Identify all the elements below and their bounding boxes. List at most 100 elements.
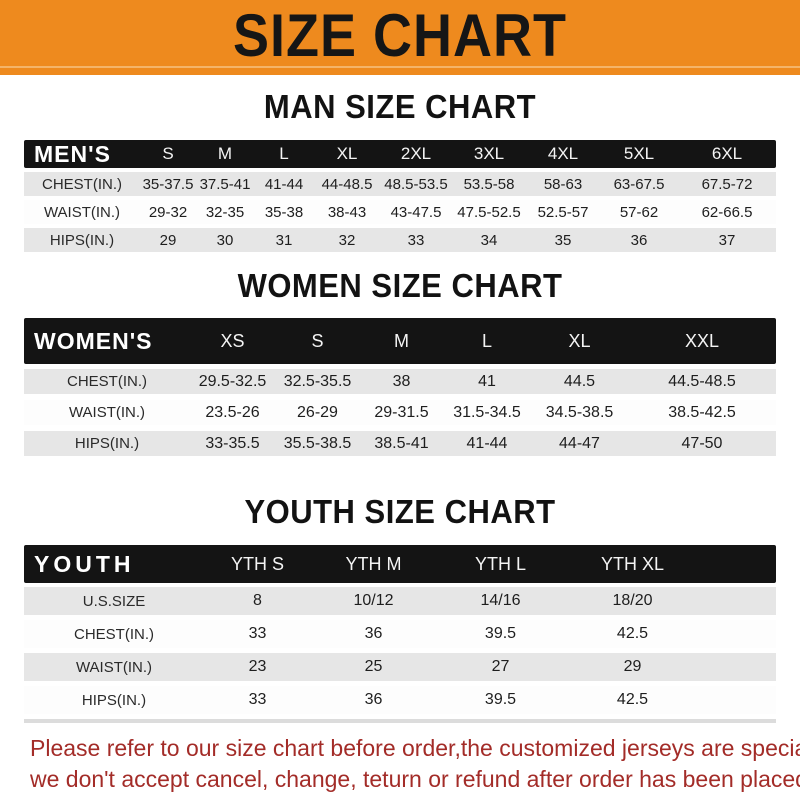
value-cell: 47-50 xyxy=(681,434,723,452)
women-section-heading: WOMEN SIZE CHART xyxy=(237,266,563,305)
men-section-heading: MAN SIZE CHART xyxy=(263,87,537,126)
value-cell: 29 xyxy=(623,658,642,675)
value-cell: 35-37.5 xyxy=(142,175,194,193)
page-title: SIZE CHART xyxy=(233,2,567,70)
value-cell: 8 xyxy=(253,592,262,609)
row-label: HIPS(IN.) xyxy=(74,435,140,452)
value-cell: 36 xyxy=(630,231,648,249)
women-row-hipsin: HIPS(IN.) 33-35.5 35.5-38.5 38.5-41 41-44 44-… xyxy=(24,431,776,456)
value-cell: 41-44 xyxy=(264,175,304,193)
column-header: XL xyxy=(336,144,358,163)
value-cell: 62-66.5 xyxy=(701,203,753,221)
value-cell: 27 xyxy=(491,658,510,675)
column-header: M xyxy=(394,330,409,351)
column-header: 6XL xyxy=(711,144,743,163)
value-cell: 44-47 xyxy=(559,434,600,452)
value-cell: 63-67.5 xyxy=(613,175,665,193)
column-header: 2XL xyxy=(400,144,432,163)
value-cell: 47.5-52.5 xyxy=(457,203,521,221)
value-cell: 34 xyxy=(480,231,498,249)
value-cell: 41 xyxy=(478,372,496,390)
men-row-hipsin: HIPS(IN.) 29 30 31 32 33 34 35 36 37 xyxy=(24,228,776,252)
value-cell: 36 xyxy=(364,691,383,708)
youth-row-waistin: WAIST(IN.) 23 25 27 29 xyxy=(24,653,776,681)
column-header: L xyxy=(481,330,492,351)
column-header: YTH XL xyxy=(600,553,665,574)
order-notice: Please refer to our size chart before or… xyxy=(30,733,800,795)
value-cell: 38.5-42.5 xyxy=(668,403,736,421)
column-header: M xyxy=(217,144,233,163)
value-cell: 38-43 xyxy=(327,203,367,221)
value-cell: 36 xyxy=(364,625,383,642)
value-cell: 25 xyxy=(364,658,383,675)
value-cell: 37 xyxy=(718,231,736,249)
column-header: 4XL xyxy=(547,144,579,163)
value-cell: 37.5-41 xyxy=(199,175,251,193)
youth-section-heading: YOUTH SIZE CHART xyxy=(244,492,556,531)
value-cell: 43-47.5 xyxy=(390,203,442,221)
value-cell: 42.5 xyxy=(616,691,649,708)
column-header: XS xyxy=(220,330,245,351)
youth-table-title: YOUTH xyxy=(34,550,135,577)
notice-line-1: Please refer to our size chart before or… xyxy=(30,735,800,761)
value-cell: 18/20 xyxy=(612,592,653,609)
men-section: MAN SIZE CHART MEN'S S M L XL 2XL 3XL 4XL 5XL 6XL… xyxy=(0,87,800,252)
men-row-chestin: CHEST(IN.) 35-37.5 37.5-41 41-44 44-48.5 48.5… xyxy=(24,172,776,196)
column-header: 3XL xyxy=(473,144,505,163)
men-table-title: MEN'S xyxy=(34,140,111,167)
youth-row-ussize: U.S.SIZE 8 10/12 14/16 18/20 xyxy=(24,587,776,615)
value-cell: 33 xyxy=(248,691,267,708)
value-cell: 44.5-48.5 xyxy=(668,372,736,390)
women-row-chestin: CHEST(IN.) 29.5-32.5 32.5-35.5 38 41 44.5 44.5… xyxy=(24,369,776,394)
row-label: CHEST(IN.) xyxy=(42,175,122,193)
value-cell: 35.5-38.5 xyxy=(283,434,352,452)
youth-row-hipsin: HIPS(IN.) 33 36 39.5 42.5 xyxy=(24,686,776,714)
women-row-waistin: WAIST(IN.) 23.5-26 26-29 29-31.5 31.5-34.5 34… xyxy=(24,400,776,425)
value-cell: 29.5-32.5 xyxy=(198,372,267,390)
column-header: S xyxy=(311,330,324,351)
youth-table-header-row: YOUTH YTH S YTH M YTH L YTH XL xyxy=(24,545,776,583)
value-cell: 57-62 xyxy=(619,203,659,221)
row-label: CHEST(IN.) xyxy=(67,373,147,390)
value-cell: 29-32 xyxy=(148,203,188,221)
row-label: U.S.SIZE xyxy=(82,592,146,610)
row-label: CHEST(IN.) xyxy=(74,625,154,643)
column-header: YTH L xyxy=(474,553,526,574)
value-cell: 38 xyxy=(392,372,411,390)
women-size-table: WOMEN'S XS S M L XL XXL CHEST(IN.) 29.5-32.5 32.5… xyxy=(24,318,776,456)
value-cell: 30 xyxy=(216,231,234,249)
value-cell: 29-31.5 xyxy=(374,403,429,421)
women-table-header-row: WOMEN'S XS S M L XL XXL xyxy=(24,318,776,364)
row-label: HIPS(IN.) xyxy=(81,691,147,709)
row-label: WAIST(IN.) xyxy=(43,203,121,221)
men-row-waistin: WAIST(IN.) 29-32 32-35 35-38 38-43 43-47.5 47.… xyxy=(24,200,776,224)
value-cell: 52.5-57 xyxy=(537,203,589,221)
value-cell: 23 xyxy=(248,658,267,675)
value-cell: 33 xyxy=(407,231,425,249)
column-header: XXL xyxy=(684,330,720,351)
banner: SIZE CHART xyxy=(0,0,800,75)
value-cell: 32-35 xyxy=(205,203,245,221)
value-cell: 48.5-53.5 xyxy=(384,175,448,193)
banner-stripe xyxy=(0,66,800,68)
value-cell: 14/16 xyxy=(480,592,521,609)
value-cell: 33-35.5 xyxy=(205,434,260,452)
value-cell: 23.5-26 xyxy=(205,403,260,421)
value-cell: 39.5 xyxy=(484,625,517,642)
row-label: HIPS(IN.) xyxy=(49,231,115,249)
value-cell: 10/12 xyxy=(353,592,394,609)
value-cell: 26-29 xyxy=(297,403,338,421)
value-cell: 34.5-38.5 xyxy=(545,403,614,421)
youth-size-table: YOUTH YTH S YTH M YTH L YTH XL U.S.SIZE 8 10/12… xyxy=(24,545,776,714)
column-header: YTH S xyxy=(230,553,284,574)
value-cell: 32 xyxy=(338,231,356,249)
women-section: WOMEN SIZE CHART WOMEN'S XS S M L XL XXL CHEST(… xyxy=(0,266,800,456)
value-cell: 38.5-41 xyxy=(374,434,429,452)
value-cell: 58-63 xyxy=(543,175,583,193)
value-cell: 39.5 xyxy=(484,691,517,708)
value-cell: 31.5-34.5 xyxy=(453,403,521,421)
column-header: 5XL xyxy=(623,144,655,163)
value-cell: 35 xyxy=(554,231,572,249)
value-cell: 41-44 xyxy=(466,434,508,452)
